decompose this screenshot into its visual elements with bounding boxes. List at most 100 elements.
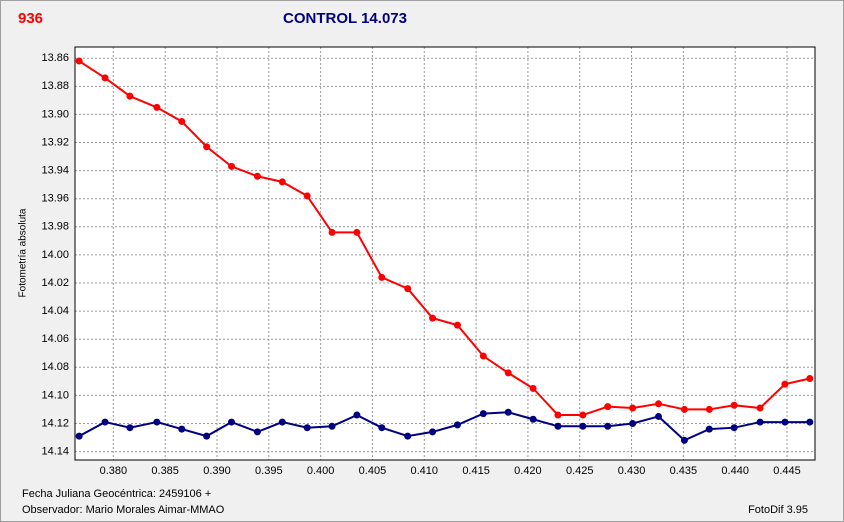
data-point (227, 418, 235, 426)
data-point (479, 410, 487, 418)
data-point (253, 172, 261, 180)
star-label: 936 (18, 10, 43, 27)
data-point (504, 408, 512, 416)
data-point (278, 178, 286, 186)
x-axis-label: Fecha Juliana Geocéntrica: 2459106 + (22, 488, 211, 500)
x-tick-label: 0.430 (618, 465, 646, 477)
data-point (429, 314, 437, 322)
data-point (101, 74, 109, 82)
y-tick-label: 14.02 (41, 277, 69, 289)
data-point (629, 419, 637, 427)
y-tick-label: 14.14 (41, 445, 69, 457)
data-point (680, 436, 688, 444)
data-point (126, 92, 134, 100)
y-tick-label: 14.10 (41, 389, 69, 401)
data-point (529, 415, 537, 423)
data-point (75, 432, 83, 440)
x-tick-label: 0.420 (514, 465, 542, 477)
data-point (705, 425, 713, 433)
x-tick-label: 0.435 (670, 465, 698, 477)
data-point (203, 432, 211, 440)
data-point (604, 403, 612, 411)
data-point (756, 404, 764, 412)
observer: Observador: Mario Morales Aimar-MMAO (22, 504, 225, 516)
chart-title: CONTROL 14.073 (283, 10, 407, 27)
x-tick-label: 0.390 (203, 465, 231, 477)
data-point (655, 412, 663, 420)
data-point (529, 384, 537, 392)
data-point (579, 411, 587, 419)
data-point (404, 432, 412, 440)
y-tick-label: 13.94 (41, 165, 69, 177)
y-tick-label: 14.00 (41, 249, 69, 261)
data-point (453, 421, 461, 429)
data-point (153, 103, 161, 111)
x-tick-label: 0.380 (100, 465, 128, 477)
software: FotoDif 3.95 (748, 504, 808, 516)
data-point (781, 380, 789, 388)
data-point (479, 352, 487, 360)
y-tick-label: 13.98 (41, 221, 69, 233)
data-point (353, 228, 361, 236)
data-point (781, 418, 789, 426)
y-tick-label: 14.06 (41, 333, 69, 345)
y-tick-label: 14.08 (41, 361, 69, 373)
x-tick-label: 0.395 (255, 465, 283, 477)
data-point (730, 424, 738, 432)
plot-area (75, 47, 815, 460)
data-point (655, 400, 663, 408)
x-tick-label: 0.385 (151, 465, 179, 477)
y-tick-label: 14.04 (41, 305, 69, 317)
data-point (504, 369, 512, 377)
data-point (404, 285, 412, 293)
y-tick-label: 13.90 (41, 108, 69, 120)
data-point (203, 143, 211, 151)
x-tick-label: 0.405 (359, 465, 387, 477)
x-tick-label: 0.440 (721, 465, 749, 477)
data-point (253, 428, 261, 436)
y-axis-label: Fotometría absoluta (18, 208, 29, 297)
data-point (554, 411, 562, 419)
data-point (153, 418, 161, 426)
x-tick-label: 0.410 (411, 465, 439, 477)
data-point (806, 418, 814, 426)
data-point (353, 411, 361, 419)
data-point (178, 117, 186, 125)
data-point (227, 162, 235, 170)
data-point (756, 418, 764, 426)
data-point (126, 424, 134, 432)
y-tick-label: 13.88 (41, 80, 69, 92)
x-tick-label: 0.400 (307, 465, 335, 477)
y-tick-label: 13.96 (41, 193, 69, 205)
x-tick-label: 0.415 (462, 465, 490, 477)
data-point (75, 57, 83, 65)
data-point (328, 228, 336, 236)
y-tick-label: 14.12 (41, 417, 69, 429)
data-point (806, 375, 814, 383)
y-tick-label: 13.92 (41, 136, 69, 148)
data-point (429, 428, 437, 436)
data-point (101, 418, 109, 426)
plot-border (74, 46, 816, 461)
data-point (453, 321, 461, 329)
data-point (178, 425, 186, 433)
data-point (303, 424, 311, 432)
data-point (629, 404, 637, 412)
data-point (278, 418, 286, 426)
data-point (328, 422, 336, 430)
data-point (730, 401, 738, 409)
data-point (680, 405, 688, 413)
data-point (604, 422, 612, 430)
series-line (78, 411, 810, 442)
series-line (78, 60, 811, 417)
data-point (554, 422, 562, 430)
data-point (378, 273, 386, 281)
data-point (579, 422, 587, 430)
data-point (378, 424, 386, 432)
data-point (705, 405, 713, 413)
y-tick-label: 13.86 (41, 52, 69, 64)
x-tick-label: 0.425 (566, 465, 594, 477)
data-point (303, 192, 311, 200)
x-tick-label: 0.445 (773, 465, 801, 477)
